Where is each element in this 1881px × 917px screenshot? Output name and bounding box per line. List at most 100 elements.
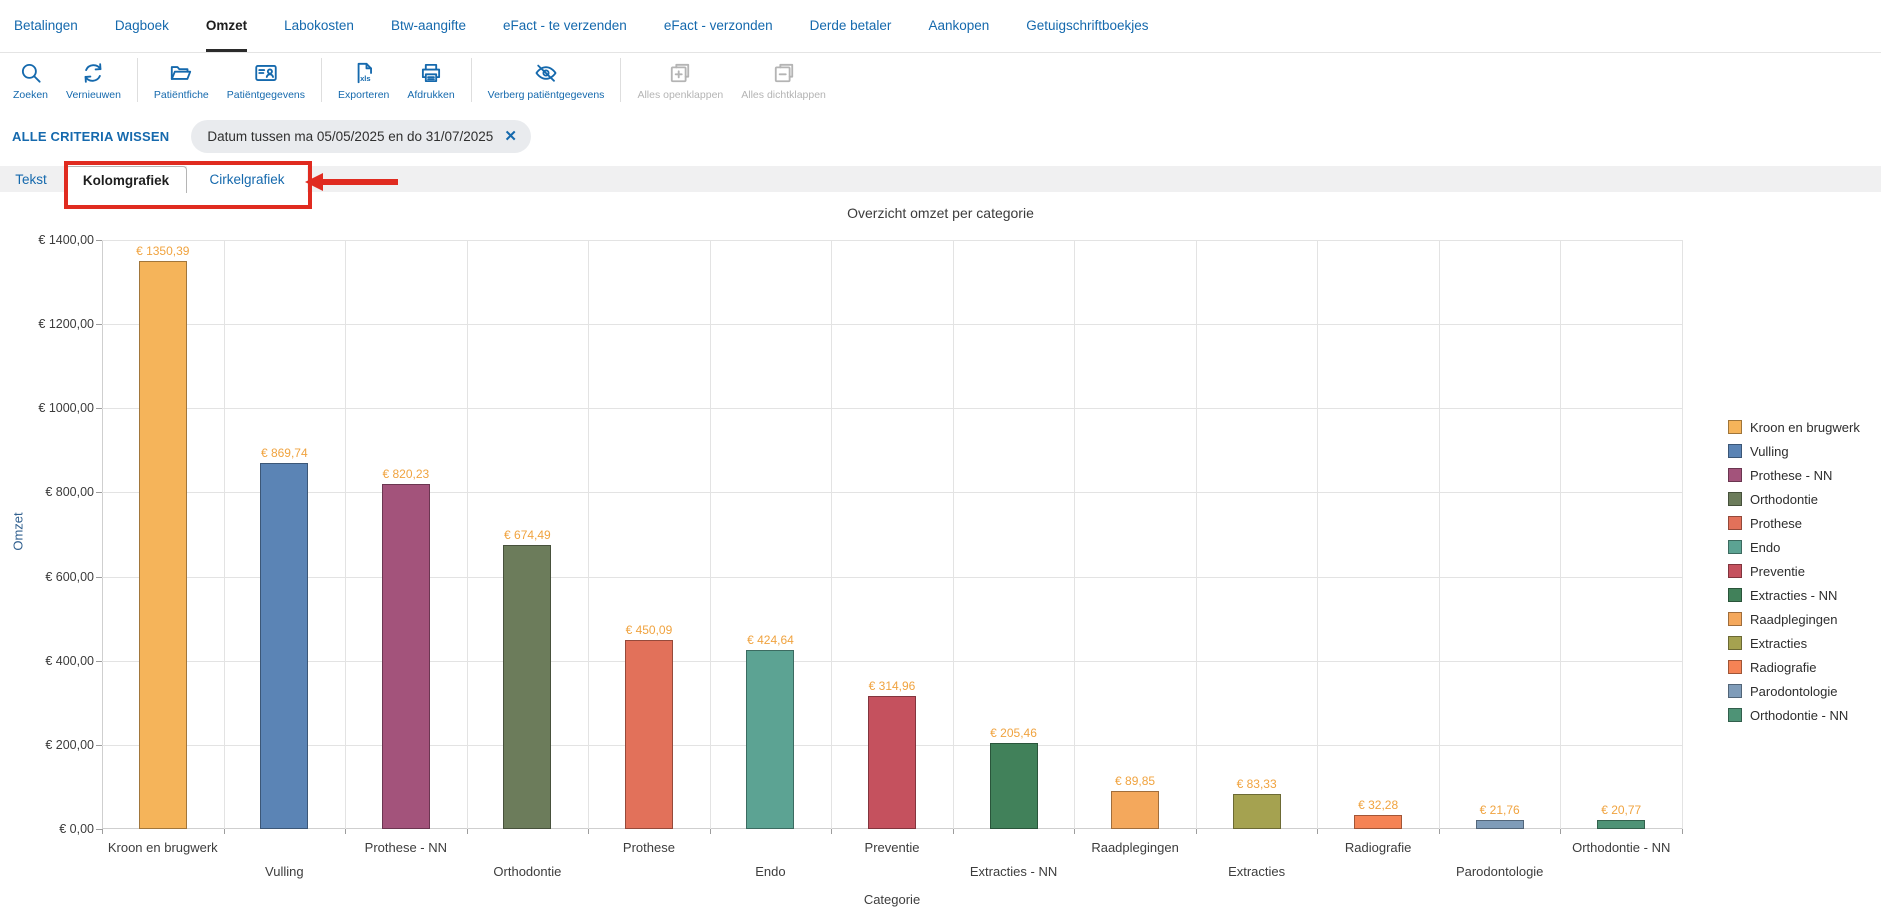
legend-swatch <box>1728 492 1742 506</box>
gridline <box>466 240 468 829</box>
nav-item-labokosten[interactable]: Labokosten <box>284 18 354 33</box>
eye-off-icon <box>533 59 559 87</box>
toolbar-button-label: Alles dichtklappen <box>741 89 826 101</box>
tab-cirkelgrafiek[interactable]: Cirkelgrafiek <box>187 166 307 192</box>
nav-item-betalingen[interactable]: Betalingen <box>14 18 78 33</box>
bar-orthodontie <box>503 545 552 829</box>
afdrukken-button[interactable]: Afdrukken <box>398 54 463 106</box>
gridline <box>102 240 1682 241</box>
verberg-pati-ntgegevens-button[interactable]: Verberg patiëntgegevens <box>479 54 614 106</box>
nav-item-efact-verzonden[interactable]: eFact - verzonden <box>663 18 773 33</box>
nav-item-dagboek[interactable]: Dagboek <box>114 18 169 33</box>
x-category-label: Raadplegingen <box>1091 840 1179 855</box>
y-tick-mark <box>96 660 102 662</box>
gridline <box>1438 240 1440 829</box>
clear-all-criteria-link[interactable]: ALLE CRITERIA WISSEN <box>12 128 170 144</box>
gridline <box>223 240 225 829</box>
alles-dichtklappen-button: Alles dichtklappen <box>732 54 835 106</box>
y-tick-label: € 800,00 <box>45 485 94 500</box>
exporteren-button[interactable]: xls Exporteren <box>329 54 398 106</box>
export-xls-icon: xls <box>351 59 377 87</box>
chart-legend: Kroon en brugwerk Vulling Prothese - NN Ort… <box>1728 415 1860 727</box>
y-tick-label: € 200,00 <box>45 737 94 752</box>
y-tick-mark <box>96 492 102 494</box>
y-tick-label: € 1400,00 <box>38 233 94 247</box>
y-tick-label: € 0,00 <box>59 822 94 836</box>
legend-item-endo: Endo <box>1728 535 1860 559</box>
x-category-label: Extracties - NN <box>969 864 1058 879</box>
nav-item-derde-betaler[interactable]: Derde betaler <box>809 18 892 33</box>
bar-value-label: € 89,85 <box>1115 774 1156 789</box>
tab-tekst[interactable]: Tekst <box>15 171 47 187</box>
legend-label: Orthodontie - NN <box>1750 707 1849 723</box>
alles-openklappen-button: Alles openklappen <box>628 54 732 106</box>
zoeken-button[interactable]: Zoeken <box>4 54 57 106</box>
id-card-icon <box>253 59 279 87</box>
x-tick-mark <box>102 829 103 834</box>
legend-label: Preventie <box>1750 563 1805 579</box>
bar-prothese-nn <box>381 483 430 829</box>
bar-parodontologie <box>1475 819 1524 829</box>
legend-swatch <box>1728 660 1742 674</box>
x-category-label: Radiografie <box>1344 840 1412 855</box>
bar-value-label: € 424,64 <box>747 633 794 648</box>
legend-item-prothese-nn: Prothese - NN <box>1728 463 1860 487</box>
toolbar-button-label: Verberg patiëntgegevens <box>487 89 605 101</box>
x-category-label: Orthodontie - NN <box>1572 840 1671 855</box>
nav-item-btw-aangifte[interactable]: Btw-aangifte <box>390 18 466 33</box>
x-tick-mark <box>1682 829 1683 834</box>
legend-item-raadplegingen: Raadplegingen <box>1728 607 1860 631</box>
bar-extracties-nn <box>989 742 1038 829</box>
bar-preventie <box>868 696 916 829</box>
y-tick-label: € 1000,00 <box>38 401 94 416</box>
bar-orthodontie-nn <box>1597 820 1646 829</box>
toolbar-separator <box>620 58 622 102</box>
legend-swatch <box>1728 588 1742 602</box>
chip-close-icon[interactable]: ✕ <box>504 127 517 145</box>
nav-item-aankopen[interactable]: Aankopen <box>928 18 990 33</box>
tab-kolomgrafiek[interactable]: Kolomgrafiek <box>65 166 187 193</box>
y-axis-line <box>102 240 103 829</box>
x-category-label: Vulling <box>265 864 304 879</box>
nav-item-efact-te-verzenden[interactable]: eFact - te verzenden <box>502 18 627 33</box>
legend-swatch <box>1728 564 1742 578</box>
x-category-label: Kroon en brugwerk <box>107 840 218 855</box>
legend-item-extracties-nn: Extracties - NN <box>1728 583 1860 607</box>
x-tick-mark <box>709 829 711 834</box>
bar-value-label: € 83,33 <box>1236 776 1277 791</box>
y-tick-mark <box>96 408 102 410</box>
toolbar-separator <box>321 58 323 102</box>
legend-label: Parodontologie <box>1750 683 1838 699</box>
pati-ntgegevens-button[interactable]: Patiëntgegevens <box>218 54 314 106</box>
legend-label: Prothese - NN <box>1750 467 1833 483</box>
gridline <box>1317 240 1319 829</box>
nav-item-omzet[interactable]: Omzet <box>205 0 248 52</box>
pati-ntfiche-button[interactable]: Patiëntfiche <box>145 54 218 106</box>
gridline <box>1560 240 1562 829</box>
gridline <box>102 576 1682 578</box>
x-tick-mark <box>588 829 590 834</box>
bar-kroon-en-brugwerk <box>138 260 187 829</box>
top-navigation: Betalingen Dagboek Omzet Labokosten Btw-aang… <box>0 0 1881 53</box>
bar-value-label: € 205,46 <box>990 725 1037 740</box>
y-axis-title: Omzet <box>10 512 26 551</box>
legend-swatch <box>1728 684 1742 698</box>
vernieuwen-button[interactable]: Vernieuwen <box>57 54 130 106</box>
legend-label: Orthodontie <box>1750 491 1818 507</box>
gridline <box>102 660 1682 662</box>
bar-value-label: € 1350,39 <box>136 243 190 258</box>
legend-swatch <box>1728 612 1742 626</box>
legend-label: Prothese <box>1750 515 1803 531</box>
printer-icon <box>418 59 444 87</box>
expand-all-icon <box>667 59 693 87</box>
nav-item-getuigschriftboekjes[interactable]: Getuigschriftboekjes <box>1026 18 1149 33</box>
x-tick-mark <box>1438 829 1440 834</box>
bar-vulling <box>260 463 309 829</box>
legend-item-vulling: Vulling <box>1728 439 1860 463</box>
x-tick-mark <box>1195 829 1197 834</box>
toolbar-button-label: Vernieuwen <box>66 89 121 101</box>
x-category-label: Parodontologie <box>1455 864 1544 879</box>
bar-raadplegingen <box>1111 791 1160 829</box>
y-tick-label: € 1200,00 <box>38 317 94 332</box>
gridline <box>345 240 347 829</box>
